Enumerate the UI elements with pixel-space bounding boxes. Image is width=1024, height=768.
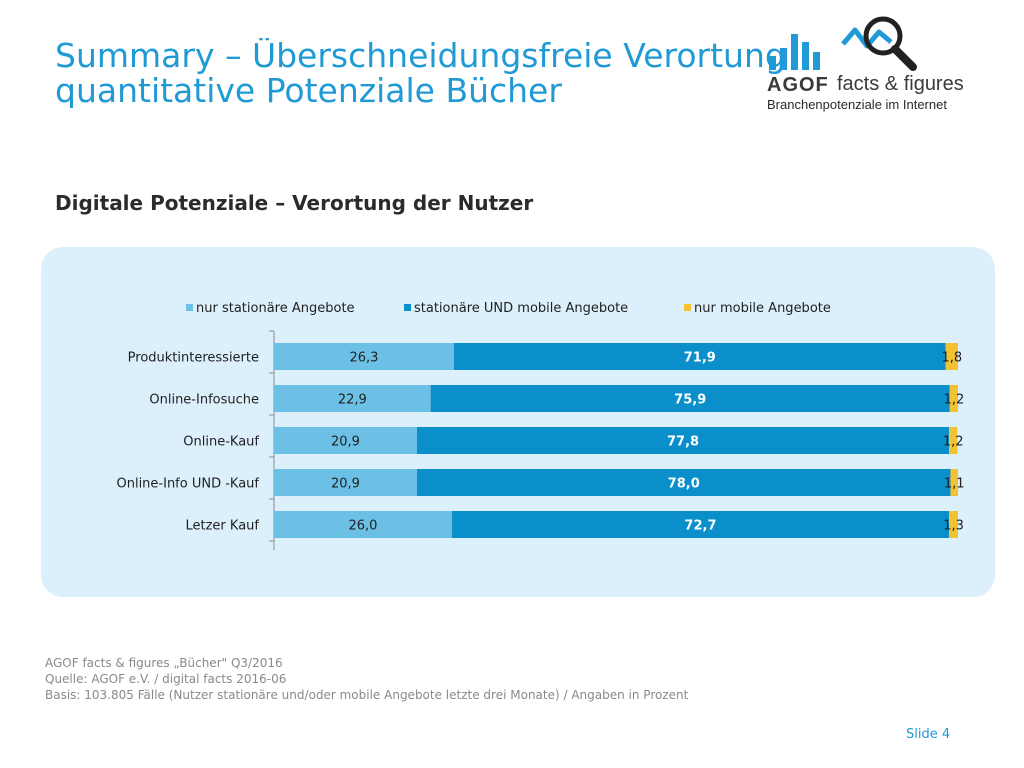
- data-label: 1,1: [944, 477, 965, 492]
- data-label: 26,0: [348, 519, 377, 534]
- data-label: 20,9: [331, 477, 360, 492]
- legend-label: nur stationäre Angebote: [196, 301, 355, 316]
- legend-swatch: [684, 304, 691, 311]
- logo-product: facts & figures: [837, 73, 964, 95]
- title-line-2: quantitative Potenziale Bücher: [55, 71, 562, 108]
- chart-panel: nur stationäre Angebote stationäre UND mo…: [41, 247, 995, 597]
- bar-segment: [274, 385, 431, 412]
- bar-segment: [274, 469, 417, 496]
- footer-line-2: Quelle: AGOF e.V. / digital facts 2016-0…: [45, 672, 287, 686]
- title-line-1: Summary – Überschneidungsfreie Verortung: [55, 38, 786, 75]
- logo-graphic: [769, 16, 917, 71]
- category-label: Letzer Kauf: [186, 519, 260, 534]
- slide-number: Slide 4: [906, 727, 951, 742]
- data-label: 26,3: [349, 351, 378, 366]
- category-label: Produktinteressierte: [128, 351, 259, 366]
- bar-segment: [451, 511, 950, 538]
- bar-segment: [430, 385, 950, 412]
- data-label: 1,2: [943, 435, 964, 450]
- page-title: Summary – Überschneidungsfreie Verortung…: [55, 38, 815, 108]
- footer-line-1: AGOF facts & figures „Bücher" Q3/2016: [45, 656, 283, 670]
- source-notes: AGOF facts & figures „Bücher" Q3/2016 Qu…: [45, 655, 688, 703]
- category-label: Online-Info UND -Kauf: [116, 477, 259, 492]
- bar-segment: [949, 427, 958, 454]
- logo-tagline: Branchenpotenziale im Internet: [767, 97, 947, 112]
- bar-segment: [416, 469, 951, 496]
- data-label: 77,8: [667, 435, 699, 450]
- data-label: 72,7: [684, 519, 716, 534]
- bar-segment: [950, 469, 958, 496]
- bar-segment: [274, 511, 452, 538]
- logo-brand: AGOF: [767, 74, 829, 96]
- chart-subtitle: Digitale Potenziale – Verortung der Nutz…: [55, 191, 534, 215]
- legend-swatch: [404, 304, 411, 311]
- bar-segment: [274, 343, 454, 370]
- bar-chart-icon: [769, 34, 820, 70]
- bar-segment: [274, 427, 417, 454]
- category-label: Online-Kauf: [183, 435, 259, 450]
- bar-segment: [949, 511, 958, 538]
- data-label: 78,0: [668, 477, 700, 492]
- bar-segment: [453, 343, 946, 370]
- legend-label: stationäre UND mobile Angebote: [414, 301, 628, 316]
- data-label: 22,9: [338, 393, 367, 408]
- data-label: 75,9: [674, 393, 706, 408]
- stacked-bar-chart: nur stationäre Angebote stationäre UND mo…: [116, 301, 965, 550]
- agof-logo: AGOF facts & figures Branchenpotenziale …: [765, 12, 965, 112]
- data-label: 1,2: [944, 393, 965, 408]
- legend-swatch: [186, 304, 193, 311]
- bar-segment: [416, 427, 950, 454]
- data-label: 20,9: [331, 435, 360, 450]
- bar-segment: [949, 385, 958, 412]
- data-label: 71,9: [684, 351, 716, 366]
- magnifier-icon: [863, 16, 917, 71]
- legend-label: nur mobile Angebote: [694, 301, 831, 316]
- category-label: Online-Infosuche: [149, 393, 259, 408]
- data-label: 1,3: [943, 519, 964, 534]
- data-label: 1,8: [942, 351, 963, 366]
- footer-line-3: Basis: 103.805 Fälle (Nutzer stationäre …: [45, 688, 689, 702]
- bar-segment: [945, 343, 958, 370]
